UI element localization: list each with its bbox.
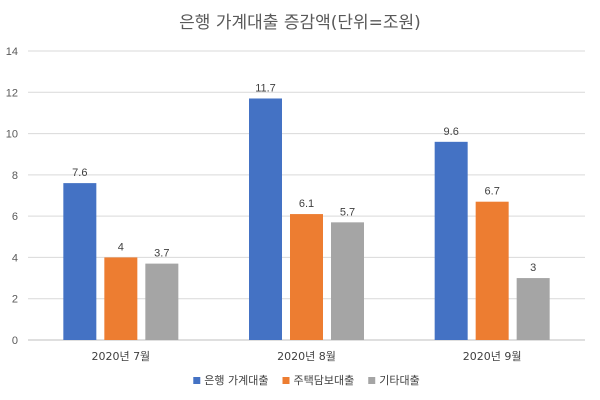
legend-label: 주택담보대출 [294,374,355,387]
bars [63,98,550,340]
data-labels: 7.6 4 3.7 11.7 6.1 5.7 9.6 6.7 3 [72,82,536,274]
x-category-label: 2020년 9월 [463,350,522,363]
y-tick-label: 2 [12,294,18,306]
bar [249,98,282,340]
bar [63,183,97,340]
x-category-label: 2020년 7월 [91,350,150,363]
bar [434,141,468,340]
legend-item: 주택담보대출 [282,374,355,387]
y-tick-label: 4 [12,252,18,264]
legend-item: 기타대출 [368,374,420,387]
legend-swatch [282,377,290,384]
chart-title: 은행 가계대출 증감액(단위=조원) [179,13,421,33]
x-axis-categories: 2020년 7월 2020년 8월 2020년 9월 [91,350,521,363]
y-axis-ticks: 0 2 4 6 8 10 12 14 [6,46,18,347]
y-tick-label: 0 [12,335,18,347]
bar [290,214,323,340]
bar [475,201,509,340]
legend-swatch [368,377,376,384]
y-tick-label: 8 [12,170,18,182]
bar [516,278,550,340]
legend-swatch [193,377,201,384]
data-label: 9.6 [444,126,459,138]
data-label: 3 [530,262,536,274]
legend-label: 기타대출 [379,374,419,387]
data-label: 5.7 [340,206,355,218]
y-tick-label: 10 [6,129,18,141]
bar [145,263,179,340]
data-label: 6.7 [485,186,500,198]
data-label: 4 [118,241,124,253]
data-label: 7.6 [72,167,87,179]
legend: 은행 가계대출 주택담보대출 기타대출 [193,374,420,387]
data-label: 11.7 [255,82,276,94]
y-tick-label: 6 [12,211,18,223]
data-label: 6.1 [299,198,314,210]
bar [104,257,138,340]
y-tick-label: 14 [6,46,18,58]
bar [331,222,364,340]
x-category-label: 2020년 8월 [277,350,336,363]
data-label: 3.7 [154,248,169,260]
y-tick-label: 12 [6,87,18,99]
legend-item: 은행 가계대출 [193,374,269,387]
legend-label: 은행 가계대출 [204,374,268,387]
